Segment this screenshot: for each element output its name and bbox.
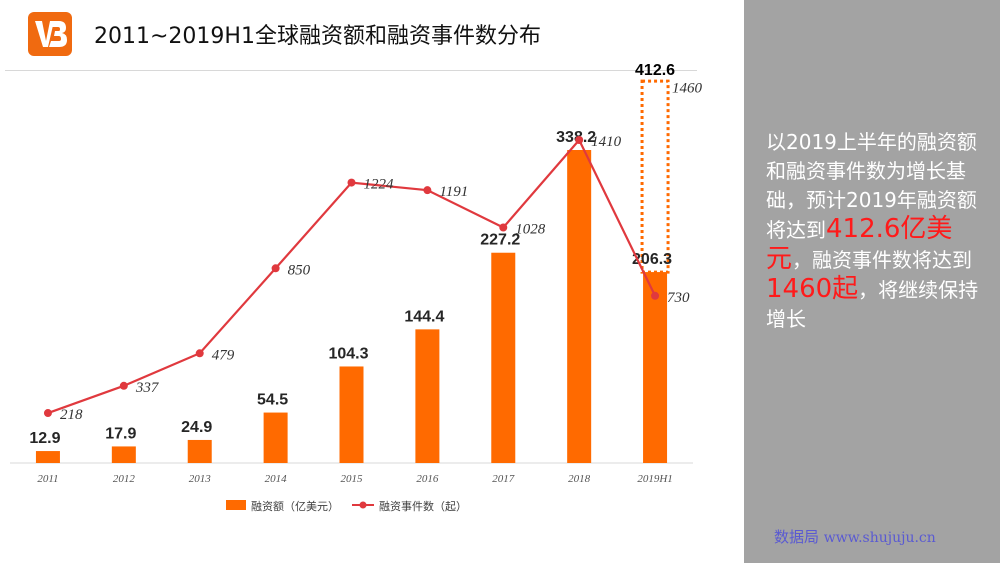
x-tick-2019H1: 2019H1 [637, 473, 672, 485]
x-tick-2014: 2014 [265, 473, 288, 485]
legend-label-line: 融资事件数（起） [379, 500, 467, 513]
legend-marker-line [359, 501, 367, 509]
x-tick-2015: 2015 [341, 473, 364, 485]
funding-chart: 12.917.924.954.5104.3144.4227.2338.2206.… [10, 62, 703, 513]
bar-2017 [491, 252, 516, 463]
watermark-name: 数据局 [774, 528, 820, 546]
bar-2014 [263, 412, 288, 463]
events-label-2012: 337 [135, 380, 160, 396]
bar-2012 [111, 446, 136, 463]
x-tick-2012: 2012 [113, 473, 136, 485]
bar-2013 [187, 439, 212, 463]
x-tick-2011: 2011 [37, 473, 58, 485]
events-point-2018 [575, 136, 584, 144]
events-label-2019H1: 730 [667, 290, 690, 306]
events-point-2011 [43, 409, 52, 418]
bar-2011 [35, 451, 60, 463]
x-tick-2013: 2013 [189, 473, 212, 485]
x-tick-2017: 2017 [492, 473, 515, 485]
forecast-text-3: ，将继续保持增长 [766, 278, 979, 331]
forecast-note: 以2019上半年的融资额和融资事件数为增长基础，预计2019年融资额将达到412… [766, 128, 988, 334]
events-point-2014 [271, 264, 280, 273]
events-label-2018: 1410 [591, 134, 622, 150]
events-point-2017 [499, 223, 508, 232]
events-point-2016 [423, 186, 432, 195]
forecast-text-1: 以2019上半年的融资额和融资事件数为增长基础，预计2019年融资额将达到 [766, 130, 977, 242]
bar-label-2016: 144.4 [404, 308, 444, 325]
bar-label-2015: 104.3 [328, 345, 368, 362]
bar-2015 [339, 366, 364, 463]
events-point-2015 [347, 178, 356, 187]
forecast-text-2: ，融资事件数将达到 [792, 248, 973, 272]
events-point-2012 [119, 381, 128, 390]
events-label-2015: 1224 [364, 177, 395, 193]
bar-label-2019H1: 206.3 [632, 251, 672, 268]
events-label-2016: 1191 [439, 184, 468, 200]
projection-box [640, 79, 670, 274]
brand-logo [28, 12, 72, 56]
page-title: 2011~2019H1全球融资额和融资事件数分布 [94, 24, 541, 49]
projection-bar-label: 412.6 [635, 62, 675, 79]
x-tick-2016: 2016 [416, 473, 439, 485]
title-divider [5, 70, 697, 71]
legend-label-bar: 融资额（亿美元） [251, 500, 339, 513]
watermark-url: www.shujuju.cn [823, 530, 936, 546]
bar-label-2017: 227.2 [480, 232, 520, 249]
legend-swatch-bar [226, 500, 246, 510]
events-label-2017: 1028 [515, 222, 546, 238]
bar-2019H1 [643, 272, 668, 463]
bar-label-2014: 54.5 [257, 392, 288, 409]
forecast-amount: 412.6亿美元 [766, 214, 953, 274]
projection-line-label: 1460 [672, 81, 703, 97]
x-tick-2018: 2018 [568, 473, 591, 485]
bar-label-2013: 24.9 [181, 419, 212, 436]
watermark: 数据局 www.shujuju.cn [774, 526, 936, 547]
side-panel: 以2019上半年的融资额和融资事件数为增长基础，预计2019年融资额将达到412… [744, 0, 1000, 563]
events-label-2014: 850 [288, 262, 311, 278]
logo-mark-icon [35, 21, 67, 47]
events-label-2013: 479 [212, 347, 235, 363]
bar-label-2011: 12.9 [29, 430, 60, 447]
bar-label-2012: 17.9 [105, 425, 136, 442]
bar-2016 [415, 329, 440, 463]
events-point-2019H1 [651, 291, 660, 300]
bar-2018 [567, 150, 592, 463]
events-point-2013 [195, 349, 204, 358]
forecast-count: 1460起 [766, 274, 859, 304]
events-label-2011: 218 [60, 407, 83, 423]
